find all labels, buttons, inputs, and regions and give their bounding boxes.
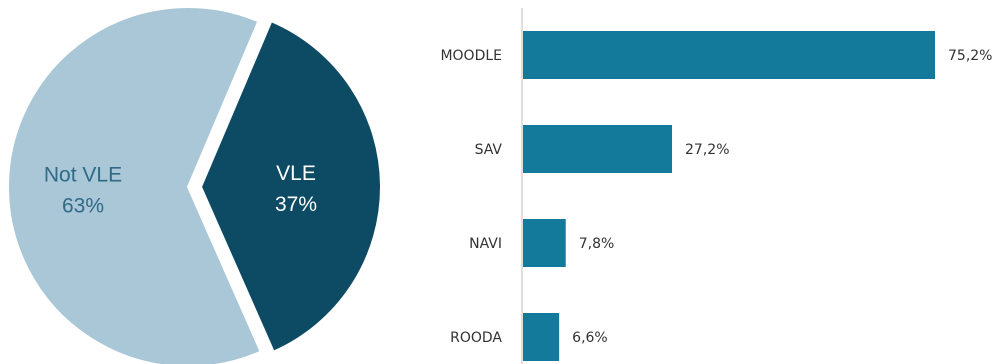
pie-chart: VLE 37% Not VLE 63% [7,6,382,364]
bar-category-label: ROODA [450,330,502,346]
bar-moodle [523,31,935,79]
pie-slice-value: 63% [62,195,104,218]
bar-category-label: NAVI [469,236,502,252]
bar-value-label: 75,2% [948,48,992,64]
pie-slice-value: 37% [275,193,317,216]
bar-category-label: SAV [475,142,503,158]
bar-category-label: MOODLE [440,48,502,64]
bar-navi [523,219,566,267]
bar-value-label: 7,8% [579,236,615,252]
pie-slice-label: VLE [276,162,316,185]
bar-value-label: 6,6% [572,330,608,346]
bar-sav [523,125,673,173]
bar-value-label: 27,2% [685,142,729,158]
pie-slice-label: Not VLE [44,164,122,187]
pie-slice-vle [199,19,382,353]
bar-rooda [523,313,560,361]
pie-slice-not-vle [7,6,262,364]
